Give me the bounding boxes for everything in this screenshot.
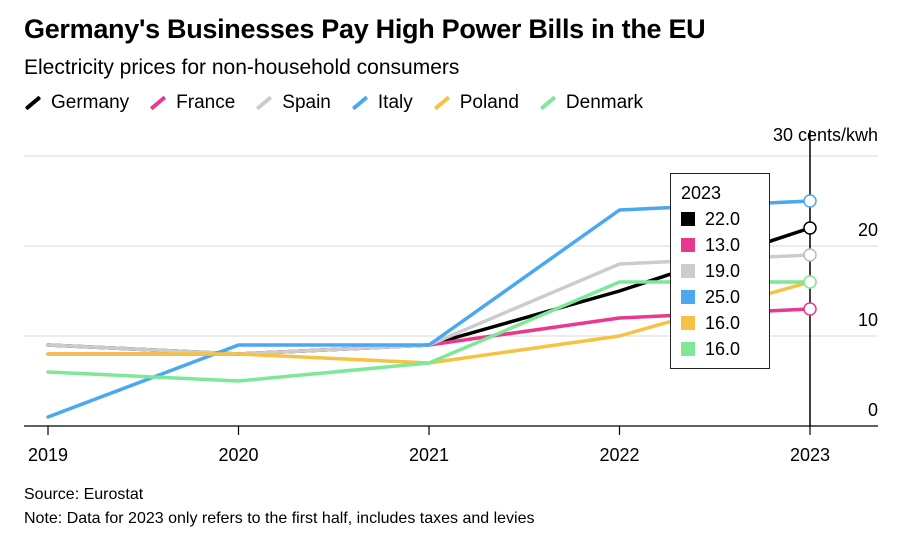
tooltip-row: 25.0: [681, 284, 759, 310]
data-tooltip: 2023 22.0 13.0 19.0 25.0 16.0 16.0: [670, 173, 770, 369]
tooltip-row: 19.0: [681, 258, 759, 284]
point-marker-france: [803, 302, 817, 316]
tooltip-swatch: [681, 238, 695, 252]
tooltip-row: 13.0: [681, 232, 759, 258]
chart-subtitle: Electricity prices for non-household con…: [24, 56, 460, 79]
source-note: Source: Eurostat: [24, 486, 144, 503]
legend-label: Poland: [459, 92, 519, 113]
tooltip-row: 16.0: [681, 310, 759, 336]
y-axis-unit-label: 30 cents/kwh: [773, 125, 878, 145]
legend-label: Germany: [51, 92, 130, 113]
legend-item-france: France: [149, 92, 235, 114]
legend-label: Italy: [377, 92, 413, 113]
tooltip-swatch: [681, 316, 695, 330]
legend-item-italy: Italy: [351, 92, 413, 114]
tooltip-value: 19.0: [705, 261, 741, 281]
legend: Germany France Spain Italy Poland Denmark: [24, 92, 663, 114]
tooltip-value: 22.0: [705, 209, 741, 229]
point-marker-italy: [803, 194, 817, 208]
tooltip-swatch: [681, 342, 695, 356]
x-tick-label: 2020: [218, 445, 258, 465]
x-tick-label: 2022: [599, 445, 639, 465]
point-marker-germany: [803, 221, 817, 235]
tooltip-value: 25.0: [705, 287, 741, 307]
x-tick-label: 2023: [790, 445, 830, 465]
tooltip-swatch: [681, 212, 695, 226]
tooltip-swatch: [681, 264, 695, 278]
legend-item-spain: Spain: [255, 92, 331, 114]
point-marker-denmark: [803, 275, 817, 289]
tooltip-row: 16.0: [681, 336, 759, 362]
y-tick-label: 10: [858, 310, 878, 330]
tooltip-value: 16.0: [705, 313, 741, 333]
legend-label: Denmark: [565, 92, 643, 113]
tooltip-swatch: [681, 290, 695, 304]
tooltip-value: 13.0: [705, 235, 741, 255]
point-marker-spain: [803, 248, 817, 262]
chart-title: Germany's Businesses Pay High Power Bill…: [24, 14, 706, 44]
x-tick-label: 2021: [409, 445, 449, 465]
tooltip-value: 16.0: [705, 339, 741, 359]
legend-label: Spain: [282, 92, 331, 113]
footnote: Note: Data for 2023 only refers to the f…: [24, 510, 535, 527]
y-tick-label: 20: [858, 220, 878, 240]
tooltip-year: 2023: [681, 183, 722, 203]
legend-label: France: [176, 92, 236, 113]
legend-item-germany: Germany: [24, 92, 129, 114]
legend-item-poland: Poland: [433, 92, 519, 114]
legend-item-denmark: Denmark: [539, 92, 643, 114]
y-tick-label: 0: [868, 400, 878, 420]
tooltip-row: 22.0: [681, 206, 759, 232]
x-tick-label: 2019: [28, 445, 68, 465]
